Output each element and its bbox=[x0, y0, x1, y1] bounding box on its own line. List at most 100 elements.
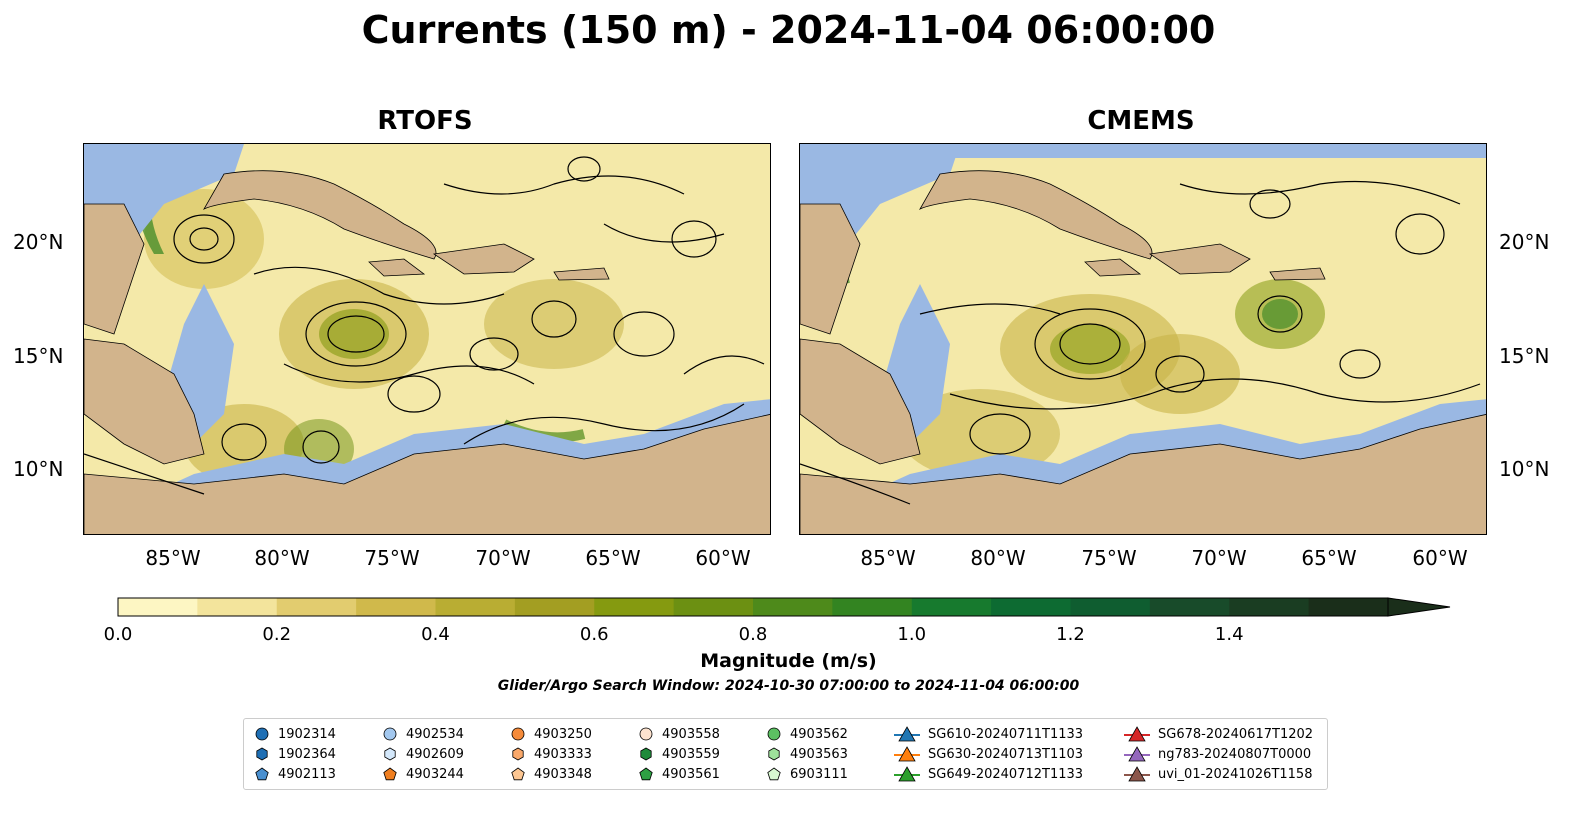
legend-item: ng783-20240807T0000 bbox=[1124, 745, 1311, 763]
legend-item: 1902364 bbox=[254, 745, 336, 763]
colorbar-segment bbox=[594, 598, 675, 616]
legend-item: SG649-20240712T1133 bbox=[894, 765, 1083, 783]
colorbar-segment bbox=[991, 598, 1071, 616]
legend-item-label: 1902314 bbox=[278, 726, 336, 742]
legend-marker-icon bbox=[639, 727, 653, 741]
colorbar-segment bbox=[1149, 598, 1230, 616]
colorbar-segment bbox=[118, 598, 198, 616]
legend-item-label: 4903333 bbox=[534, 746, 592, 762]
legend-item-label: SG630-20240713T1103 bbox=[928, 746, 1084, 762]
legend-marker-icon bbox=[256, 747, 268, 761]
legend-item: SG610-20240711T1133 bbox=[894, 725, 1083, 743]
legend-marker-icon bbox=[639, 767, 653, 781]
legend-item: SG678-20240617T1202 bbox=[1124, 725, 1313, 743]
colorbar-segment bbox=[1229, 598, 1310, 616]
panel-title-rtofs: RTOFS bbox=[377, 106, 473, 136]
legend-marker-icon bbox=[383, 767, 397, 781]
map-cmems bbox=[799, 143, 1487, 535]
colorbar-tick-label: 1.0 bbox=[897, 624, 927, 645]
legend-marker-icon bbox=[511, 767, 525, 781]
legend-marker-icon bbox=[255, 727, 269, 741]
colorbar-tick-label: 0.8 bbox=[738, 624, 768, 645]
legend-item-label: SG649-20240712T1133 bbox=[928, 766, 1084, 782]
legend-item-label: 4902534 bbox=[406, 726, 464, 742]
lat-tick-left-20: 20°N bbox=[13, 230, 64, 254]
colorbar-tick-label: 1.4 bbox=[1214, 624, 1244, 645]
legend-marker-icon bbox=[383, 727, 397, 741]
lat-tick-left-10: 10°N bbox=[13, 457, 64, 481]
legend-item: uvi_01-20241026T1158 bbox=[1124, 765, 1312, 783]
colorbar-tick-label: 0.4 bbox=[421, 624, 450, 645]
legend-item-label: 4903250 bbox=[534, 726, 592, 742]
legend-item-label: SG678-20240617T1202 bbox=[1158, 726, 1314, 742]
legend-item-label: 4903561 bbox=[662, 766, 720, 782]
lat-tick-left-15: 15°N bbox=[13, 344, 64, 368]
colorbar-tick-label: 0.0 bbox=[103, 624, 133, 645]
legend-item-label: 4902113 bbox=[278, 766, 336, 782]
colorbar-segment bbox=[1308, 598, 1389, 616]
map-rtofs bbox=[83, 143, 771, 535]
legend-marker-icon bbox=[384, 747, 396, 761]
legend-item-label: 6903111 bbox=[790, 766, 848, 782]
lon-tick-right-70: 70°W bbox=[1191, 546, 1247, 570]
legend-marker-icon bbox=[768, 747, 780, 761]
lon-tick-right-80: 80°W bbox=[970, 546, 1026, 570]
legend-item: 4902534 bbox=[382, 725, 464, 743]
lon-tick-right-85: 85°W bbox=[860, 546, 916, 570]
legend-marker-icon bbox=[640, 747, 652, 761]
colorbar-segment bbox=[276, 598, 357, 616]
legend-marker-icon bbox=[767, 727, 781, 741]
legend-marker-icon bbox=[511, 727, 525, 741]
legend-item: 4902609 bbox=[382, 745, 464, 763]
lon-tick-left-80: 80°W bbox=[254, 546, 310, 570]
legend-item: 4903244 bbox=[382, 765, 464, 783]
figure-title: Currents (150 m) - 2024-11-04 06:00:00 bbox=[361, 8, 1216, 52]
legend-item: SG630-20240713T1103 bbox=[894, 745, 1083, 763]
colorbar-tick-label: 1.2 bbox=[1056, 624, 1085, 645]
legend-item: 4903348 bbox=[510, 765, 592, 783]
legend-item-label: ng783-20240807T0000 bbox=[1158, 746, 1312, 762]
colorbar-segment bbox=[911, 598, 992, 616]
lat-tick-right-10: 10°N bbox=[1499, 457, 1550, 481]
map-rtofs-graphics bbox=[84, 144, 770, 534]
colorbar-tick-label: 0.2 bbox=[262, 624, 292, 645]
legend-marker-icon bbox=[894, 726, 920, 742]
search-window-text: Glider/Argo Search Window: 2024-10-30 07… bbox=[497, 678, 1080, 694]
legend-item-label: uvi_01-20241026T1158 bbox=[1158, 766, 1313, 782]
legend: 1902314 1902364 4902113 4902534 4902609 49032… bbox=[243, 718, 1328, 790]
colorbar-outline bbox=[117, 597, 1389, 617]
lon-tick-right-65: 65°W bbox=[1301, 546, 1357, 570]
colorbar-segment bbox=[1070, 598, 1151, 616]
lon-tick-left-75: 75°W bbox=[364, 546, 420, 570]
legend-item-label: SG610-20240711T1133 bbox=[928, 726, 1084, 742]
legend-item-label: 4903559 bbox=[662, 746, 720, 762]
legend-marker-icon bbox=[255, 767, 269, 781]
colorbar-segment bbox=[197, 598, 278, 616]
colorbar bbox=[117, 597, 1451, 617]
legend-item-label: 4903348 bbox=[534, 766, 592, 782]
legend-item: 6903111 bbox=[766, 765, 848, 783]
lon-tick-left-60: 60°W bbox=[695, 546, 751, 570]
legend-marker-icon bbox=[894, 746, 920, 762]
legend-item: 4903559 bbox=[638, 745, 720, 763]
legend-item: 4903563 bbox=[766, 745, 848, 763]
legend-item-label: 4903563 bbox=[790, 746, 848, 762]
colorbar-segment bbox=[832, 598, 913, 616]
lon-tick-left-85: 85°W bbox=[145, 546, 201, 570]
lat-tick-right-20: 20°N bbox=[1499, 230, 1550, 254]
colorbar-extend-arrow bbox=[1387, 597, 1451, 617]
lon-tick-right-75: 75°W bbox=[1081, 546, 1137, 570]
legend-item: 1902314 bbox=[254, 725, 336, 743]
lon-tick-right-60: 60°W bbox=[1412, 546, 1468, 570]
lon-tick-left-65: 65°W bbox=[585, 546, 641, 570]
legend-item: 4902113 bbox=[254, 765, 336, 783]
legend-marker-icon bbox=[512, 747, 524, 761]
colorbar-segment bbox=[514, 598, 595, 616]
legend-item: 4903558 bbox=[638, 725, 720, 743]
colorbar-tick-label: 0.6 bbox=[579, 624, 609, 645]
legend-item: 4903333 bbox=[510, 745, 592, 763]
legend-item: 4903562 bbox=[766, 725, 848, 743]
legend-item-label: 1902364 bbox=[278, 746, 336, 762]
lat-tick-right-15: 15°N bbox=[1499, 344, 1550, 368]
panel-title-cmems: CMEMS bbox=[1087, 106, 1195, 136]
